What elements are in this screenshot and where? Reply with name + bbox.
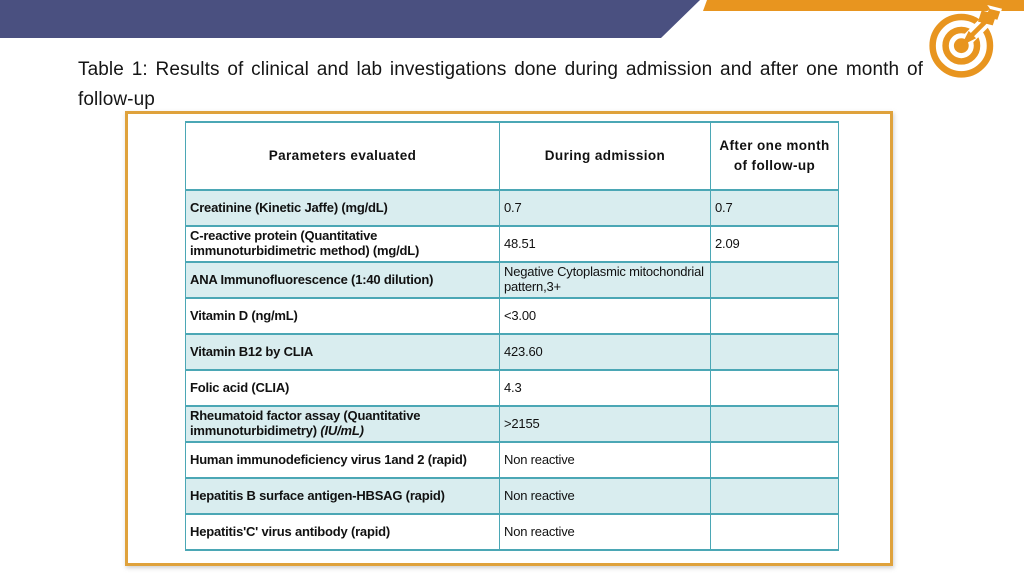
table-row: Folic acid (CLIA) 4.3 <box>185 369 839 407</box>
admission-cell: >2155 <box>499 405 711 443</box>
parameter-cell: Vitamin D (ng/mL) <box>185 297 500 335</box>
followup-cell <box>710 369 839 407</box>
followup-cell <box>710 441 839 479</box>
lab-results-table: Parameters evaluated During admission Af… <box>185 121 839 551</box>
followup-cell <box>710 333 839 371</box>
table-row: Vitamin B12 by CLIA 423.60 <box>185 333 839 371</box>
accent-strip <box>703 0 1024 11</box>
parameter-cell: ANA Immunofluorescence (1:40 dilution) <box>185 261 500 299</box>
parameter-cell: Hepatitis B surface antigen-HBSAG (rapid… <box>185 477 500 515</box>
admission-cell: 4.3 <box>499 369 711 407</box>
admission-cell: <3.00 <box>499 297 711 335</box>
parameter-cell: Creatinine (Kinetic Jaffe) (mg/dL) <box>185 189 500 227</box>
admission-cell: 0.7 <box>499 189 711 227</box>
parameter-cell: C-reactive protein (Quantitative immunot… <box>185 225 500 263</box>
followup-cell <box>710 513 839 551</box>
column-header-admission: During admission <box>499 121 711 191</box>
parameter-text: Rheumatoid factor assay (Quantitative im… <box>190 408 421 438</box>
followup-cell: 2.09 <box>710 225 839 263</box>
slide-title: Table 1: Results of clinical and lab inv… <box>78 59 923 110</box>
table-row: C-reactive protein (Quantitative immunot… <box>185 225 839 263</box>
admission-cell: 423.60 <box>499 333 711 371</box>
table-row: Hepatitis'C' virus antibody (rapid) Non … <box>185 513 839 551</box>
parameter-cell: Human immunodeficiency virus 1and 2 (rap… <box>185 441 500 479</box>
table-header-row: Parameters evaluated During admission Af… <box>185 121 839 191</box>
parameter-cell: Vitamin B12 by CLIA <box>185 333 500 371</box>
admission-cell: Non reactive <box>499 513 711 551</box>
table-row: Hepatitis B surface antigen-HBSAG (rapid… <box>185 477 839 515</box>
column-header-followup: After one month of follow-up <box>710 121 839 191</box>
parameter-cell: Folic acid (CLIA) <box>185 369 500 407</box>
table-row: ANA Immunofluorescence (1:40 dilution) N… <box>185 261 839 299</box>
column-header-parameters: Parameters evaluated <box>185 121 500 191</box>
admission-cell: 48.51 <box>499 225 711 263</box>
admission-cell: Non reactive <box>499 441 711 479</box>
table-row: Vitamin D (ng/mL) <3.00 <box>185 297 839 335</box>
followup-cell <box>710 477 839 515</box>
parameter-cell: Rheumatoid factor assay (Quantitative im… <box>185 405 500 443</box>
header-banner <box>0 0 700 38</box>
followup-cell: 0.7 <box>710 189 839 227</box>
parameter-cell: Hepatitis'C' virus antibody (rapid) <box>185 513 500 551</box>
admission-cell: Non reactive <box>499 477 711 515</box>
parameter-unit-italic: (IU/mL) <box>320 423 364 438</box>
table-row: Creatinine (Kinetic Jaffe) (mg/dL) 0.7 0… <box>185 189 839 227</box>
admission-cell: Negative Cytoplasmic mitochondrial patte… <box>499 261 711 299</box>
followup-cell <box>710 261 839 299</box>
table-row: Human immunodeficiency virus 1and 2 (rap… <box>185 441 839 479</box>
target-arrow-icon <box>929 5 1002 78</box>
followup-cell <box>710 405 839 443</box>
followup-cell <box>710 297 839 335</box>
table-row: Rheumatoid factor assay (Quantitative im… <box>185 405 839 443</box>
